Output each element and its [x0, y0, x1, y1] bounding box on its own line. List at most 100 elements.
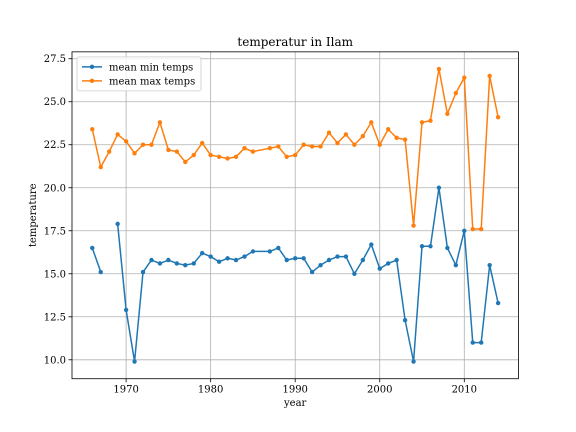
data-point: [115, 222, 119, 226]
data-point: [183, 263, 187, 267]
data-point: [462, 75, 466, 79]
y-tick-label: 22.5: [44, 140, 66, 151]
legend-marker: [90, 65, 94, 69]
data-point: [192, 153, 196, 157]
data-point: [471, 227, 475, 231]
data-point: [394, 258, 398, 262]
data-point: [217, 260, 221, 264]
legend-label: mean max temps: [109, 76, 195, 87]
data-point: [141, 270, 145, 274]
data-point: [361, 134, 365, 138]
data-point: [234, 155, 238, 159]
data-point: [394, 136, 398, 140]
data-point: [293, 153, 297, 157]
data-point: [327, 258, 331, 262]
data-point: [378, 266, 382, 270]
data-point: [99, 270, 103, 274]
legend-label: mean min temps: [109, 62, 193, 73]
chart-title: temperatur in Ilam: [237, 35, 353, 49]
data-point: [293, 256, 297, 260]
data-point: [115, 132, 119, 136]
data-point: [158, 120, 162, 124]
data-point: [445, 112, 449, 116]
data-point: [496, 301, 500, 305]
data-point: [344, 132, 348, 136]
x-axis-label: year: [283, 398, 307, 409]
data-point: [208, 153, 212, 157]
data-point: [403, 137, 407, 141]
data-point: [149, 143, 153, 147]
data-point: [411, 359, 415, 363]
data-point: [437, 67, 441, 71]
data-point: [310, 144, 314, 148]
data-point: [208, 254, 212, 258]
data-point: [251, 249, 255, 253]
data-point: [217, 155, 221, 159]
x-tick-label: 2010: [452, 385, 477, 396]
data-point: [276, 144, 280, 148]
data-point: [487, 74, 491, 78]
x-tick-label: 2000: [367, 385, 392, 396]
data-point: [437, 186, 441, 190]
data-point: [462, 229, 466, 233]
data-point: [301, 143, 305, 147]
data-point: [242, 146, 246, 150]
data-point: [496, 115, 500, 119]
data-point: [454, 91, 458, 95]
legend: mean min temps mean max temps: [77, 57, 201, 91]
y-tick-label: 10.0: [44, 355, 66, 366]
data-point: [301, 256, 305, 260]
data-point: [386, 261, 390, 265]
data-point: [285, 155, 289, 159]
data-point: [318, 144, 322, 148]
data-point: [318, 263, 322, 267]
y-tick-label: 27.5: [44, 54, 66, 65]
data-point: [428, 118, 432, 122]
data-point: [124, 308, 128, 312]
data-point: [90, 246, 94, 250]
data-point: [225, 256, 229, 260]
data-point: [386, 127, 390, 131]
data-point: [276, 246, 280, 250]
data-point: [352, 272, 356, 276]
data-point: [411, 223, 415, 227]
data-point: [361, 258, 365, 262]
data-point: [420, 244, 424, 248]
y-tick-label: 25.0: [44, 97, 66, 108]
data-point: [335, 254, 339, 258]
data-point: [175, 149, 179, 153]
data-point: [132, 151, 136, 155]
data-point: [99, 165, 103, 169]
data-point: [90, 127, 94, 131]
data-point: [327, 130, 331, 134]
data-point: [192, 261, 196, 265]
data-point: [166, 258, 170, 262]
data-point: [166, 148, 170, 152]
y-axis-label: temperature: [28, 183, 39, 247]
data-point: [158, 261, 162, 265]
data-point: [285, 258, 289, 262]
data-point: [251, 149, 255, 153]
data-point: [268, 249, 272, 253]
x-tick-label: 1980: [198, 385, 223, 396]
y-tick-label: 15.0: [44, 269, 66, 280]
y-tick-label: 17.5: [44, 226, 66, 237]
data-point: [479, 227, 483, 231]
data-point: [344, 254, 348, 258]
data-point: [310, 270, 314, 274]
data-point: [132, 359, 136, 363]
legend-marker: [90, 79, 94, 83]
data-point: [175, 261, 179, 265]
data-point: [200, 141, 204, 145]
data-point: [479, 340, 483, 344]
data-point: [378, 143, 382, 147]
data-point: [268, 146, 272, 150]
data-point: [234, 258, 238, 262]
data-point: [149, 258, 153, 262]
data-point: [183, 160, 187, 164]
data-point: [369, 120, 373, 124]
y-tick-label: 20.0: [44, 183, 66, 194]
data-point: [445, 246, 449, 250]
data-point: [471, 340, 475, 344]
